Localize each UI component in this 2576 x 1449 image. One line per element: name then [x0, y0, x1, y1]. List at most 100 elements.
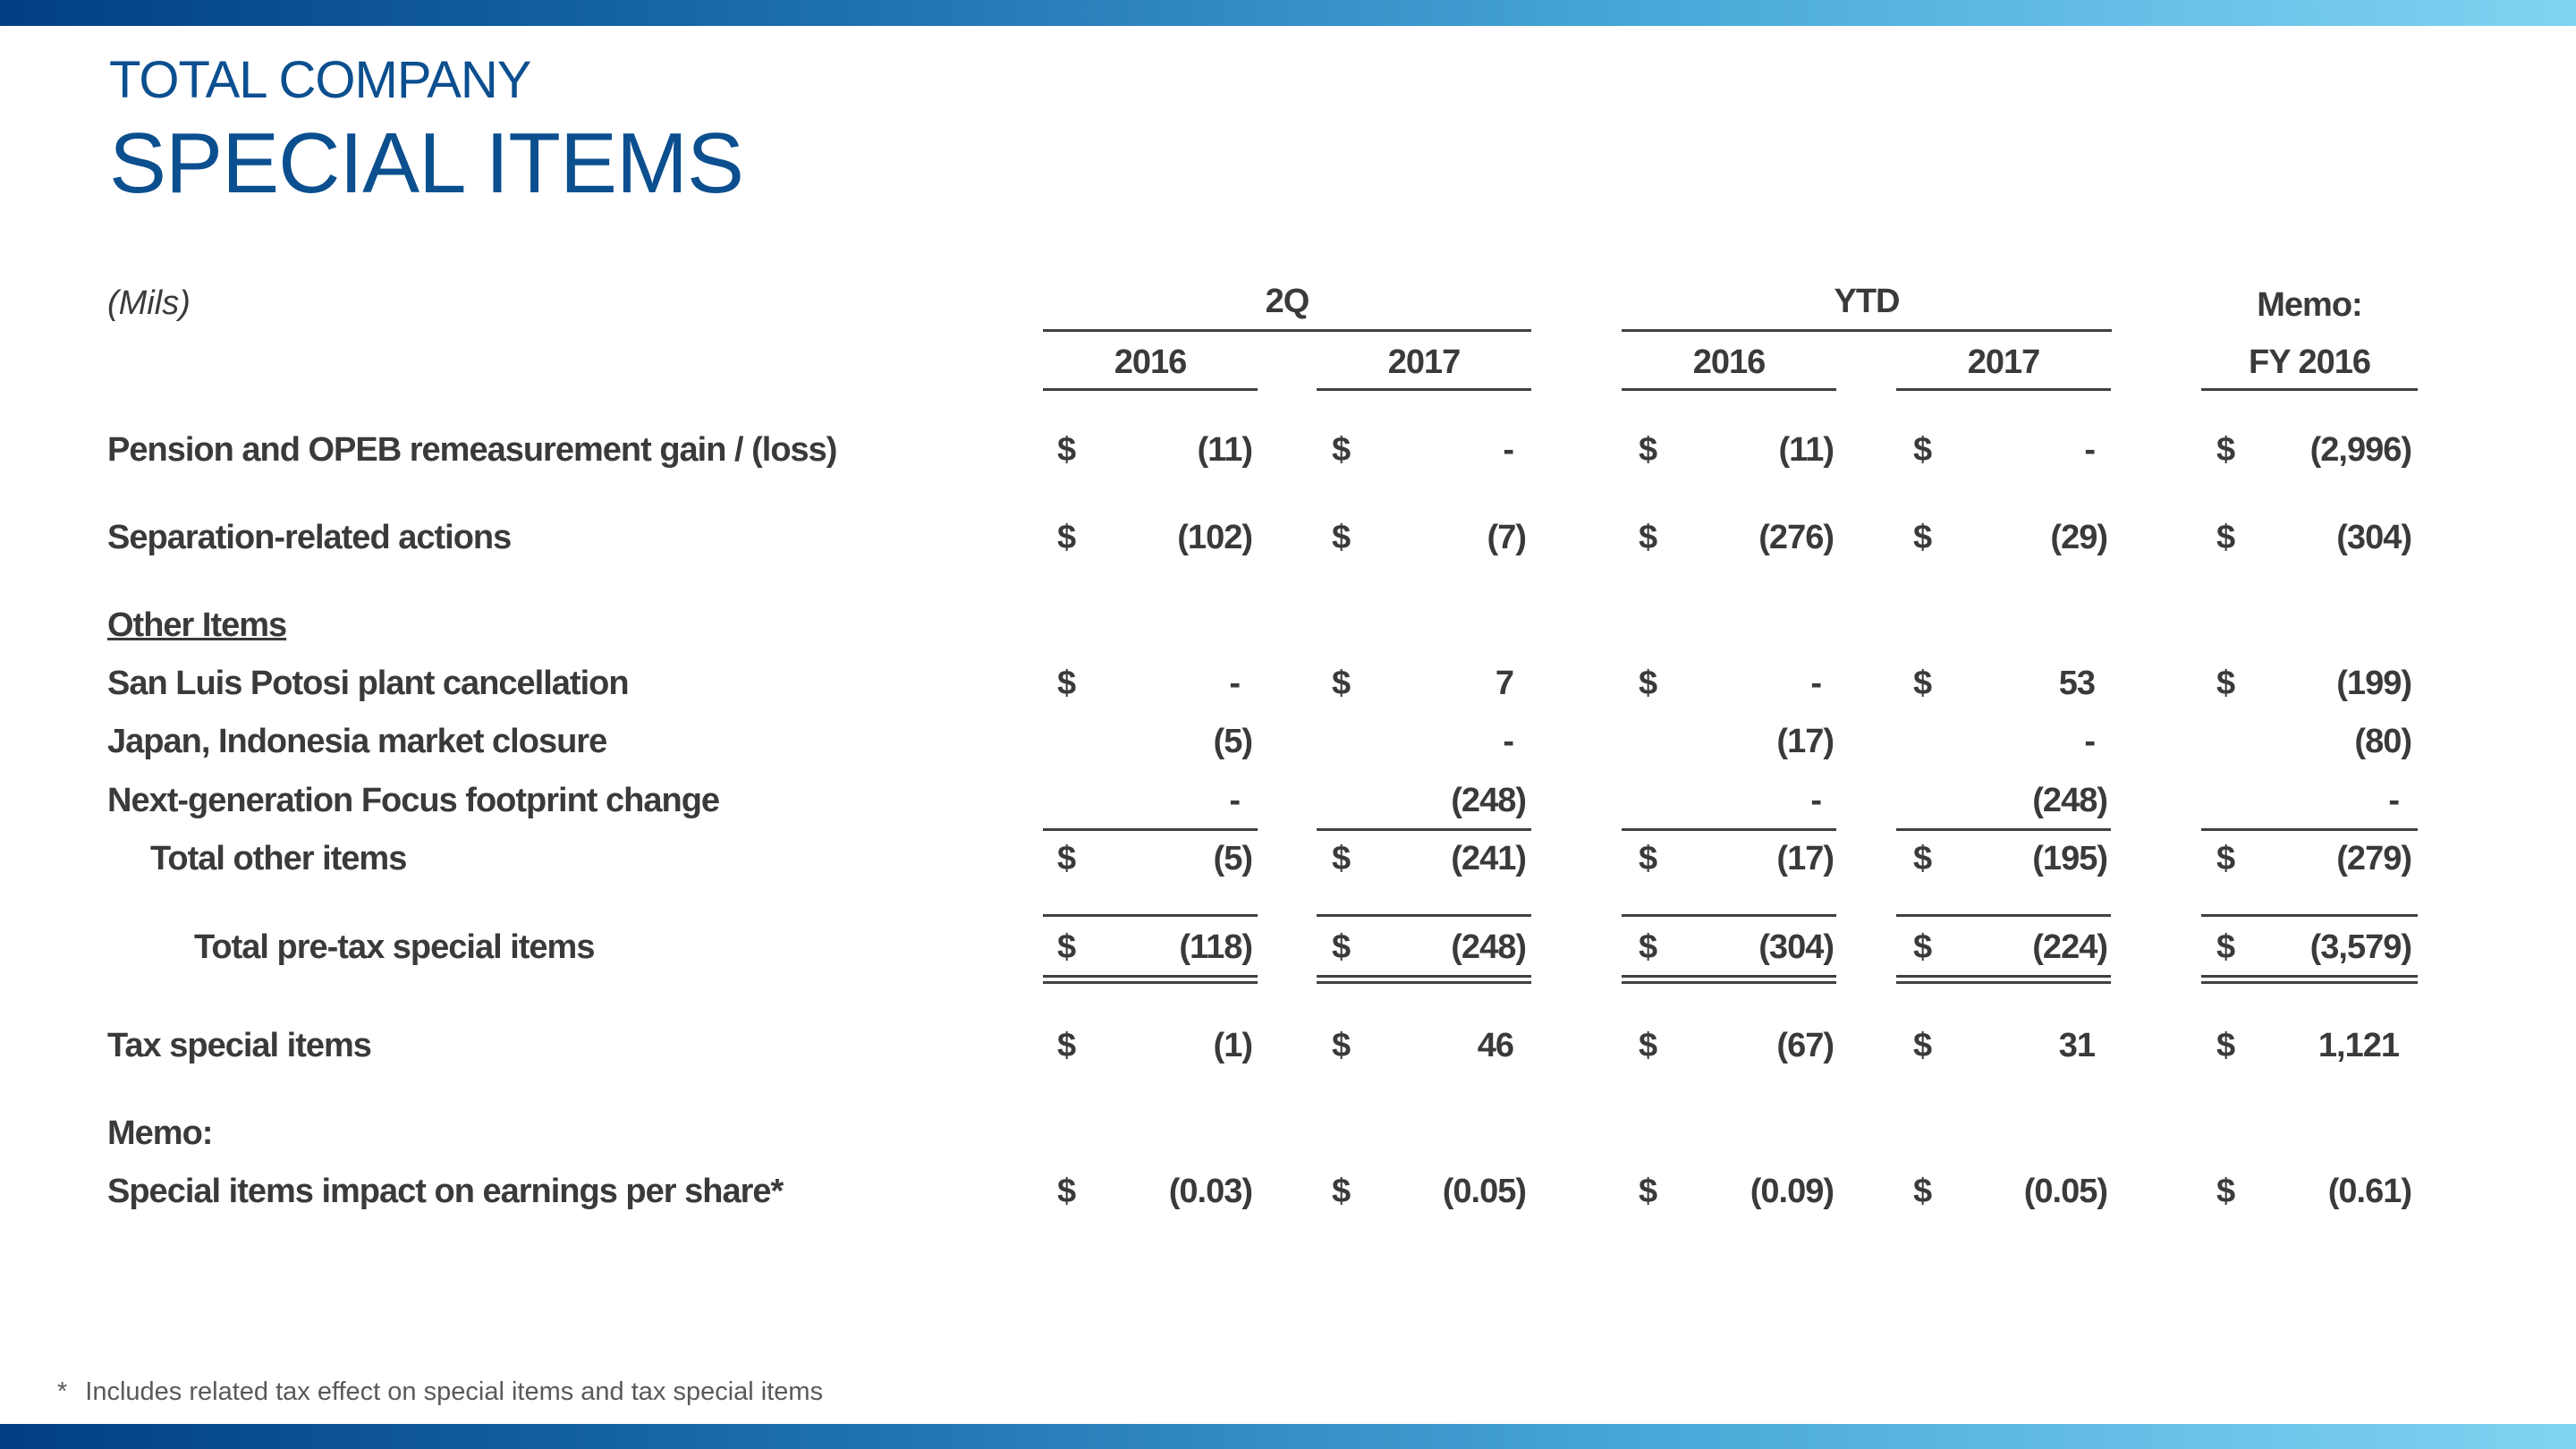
currency-symbol: $	[1639, 1027, 1658, 1064]
double-total-rule	[2201, 975, 2418, 984]
currency-symbol: $	[1057, 431, 1077, 469]
subtotal-rule	[1622, 828, 1836, 831]
currency-symbol: $	[1913, 665, 1933, 702]
table-cell: -	[1503, 723, 1514, 760]
currency-symbol: $	[1057, 519, 1077, 556]
table-cell: (102)	[1177, 519, 1253, 556]
footnote-text: Includes related tax effect on special i…	[85, 1377, 824, 1406]
currency-symbol: $	[1913, 519, 1933, 556]
table-cell: (241)	[1451, 840, 1527, 877]
currency-symbol: $	[1913, 928, 1933, 966]
table-cell: -	[1810, 665, 1822, 702]
table-cell: (11)	[1197, 431, 1253, 469]
table-cell: -	[2084, 723, 2096, 760]
subtotal-rule	[1043, 828, 1258, 831]
column-header: 2016	[1114, 343, 1188, 381]
row-label-tax-special-items: Tax special items	[107, 1027, 372, 1064]
table-cell: (118)	[1179, 928, 1253, 966]
currency-symbol: $	[1639, 665, 1658, 702]
currency-symbol: $	[1913, 1027, 1933, 1064]
group-header-memo: Memo:	[2257, 286, 2362, 324]
total-rule	[2201, 914, 2418, 917]
table-cell: (67)	[1776, 1027, 1835, 1064]
row-label-focus-footprint: Next-generation Focus footprint change	[107, 782, 720, 819]
currency-symbol: $	[1913, 1173, 1933, 1210]
table-cell: 31	[2058, 1027, 2096, 1064]
subtotal-rule	[2201, 828, 2418, 831]
table-cell: (5)	[1213, 723, 1253, 760]
table-cell: (0.05)	[2023, 1173, 2108, 1210]
table-cell: (2,996)	[2309, 431, 2412, 469]
table-cell: (248)	[1451, 782, 1527, 819]
table-cell: 53	[2058, 665, 2096, 702]
subtotal-rule	[1896, 828, 2111, 831]
column-header: 2017	[1387, 343, 1462, 381]
table-cell: (0.61)	[2327, 1173, 2412, 1210]
row-label-total-other-items: Total other items	[150, 840, 407, 877]
table-cell: (199)	[2336, 665, 2412, 702]
currency-symbol: $	[1639, 519, 1658, 556]
units-label: (Mils)	[107, 284, 191, 322]
group-underline-ytd	[1622, 329, 2112, 332]
table-cell: 7	[1495, 665, 1514, 702]
section-label-memo: Memo:	[107, 1114, 213, 1152]
column-underline	[1043, 388, 1258, 391]
currency-symbol: $	[2216, 928, 2236, 966]
currency-symbol: $	[1332, 431, 1352, 469]
table-cell: -	[2084, 431, 2096, 469]
currency-symbol: $	[1057, 665, 1077, 702]
column-header: 2016	[1692, 343, 1767, 381]
currency-symbol: $	[1639, 928, 1658, 966]
table-cell: (1)	[1213, 1027, 1253, 1064]
table-cell: (0.09)	[1750, 1173, 1835, 1210]
table-cell: (11)	[1778, 431, 1835, 469]
table-cell: -	[1229, 665, 1241, 702]
table-cell: 46	[1477, 1027, 1514, 1064]
table-cell: (80)	[2354, 723, 2412, 760]
row-label-pension: Pension and OPEB remeasurement gain / (l…	[107, 431, 837, 469]
currency-symbol: $	[2216, 519, 2236, 556]
total-rule	[1622, 914, 1836, 917]
currency-symbol: $	[1332, 665, 1352, 702]
group-header-2q: 2Q	[1265, 283, 1310, 320]
row-label-separation: Separation-related actions	[107, 519, 512, 556]
page-title: SPECIAL ITEMS	[109, 115, 744, 211]
table-cell: -	[1503, 431, 1514, 469]
table-cell: -	[2388, 782, 2400, 819]
table-cell: (5)	[1213, 840, 1253, 877]
group-header-ytd: YTD	[1834, 283, 1901, 320]
total-rule	[1317, 914, 1531, 917]
currency-symbol: $	[2216, 840, 2236, 877]
currency-symbol: $	[1913, 431, 1933, 469]
currency-symbol: $	[1639, 840, 1658, 877]
column-header: 2017	[1967, 343, 2041, 381]
table-cell: (304)	[1758, 928, 1835, 966]
table-cell: (248)	[2032, 782, 2108, 819]
table-cell: (0.03)	[1168, 1173, 1253, 1210]
table-cell: -	[1810, 782, 1822, 819]
currency-symbol: $	[1057, 840, 1077, 877]
currency-symbol: $	[1057, 928, 1077, 966]
section-label-other-items: Other Items	[107, 606, 287, 644]
double-total-rule	[1317, 975, 1531, 984]
table-cell: (195)	[2032, 840, 2108, 877]
currency-symbol: $	[1332, 519, 1352, 556]
total-rule	[1896, 914, 2111, 917]
row-label-san-luis-potosi: San Luis Potosi plant cancellation	[107, 665, 630, 702]
table-cell: (0.05)	[1442, 1173, 1527, 1210]
footnote: * Includes related tax effect on special …	[57, 1377, 823, 1407]
bottom-accent-bar	[0, 1424, 2576, 1449]
row-label-eps-impact: Special items impact on earnings per sha…	[107, 1173, 784, 1210]
currency-symbol: $	[2216, 665, 2236, 702]
currency-symbol: $	[2216, 1027, 2236, 1064]
table-cell: (304)	[2336, 519, 2412, 556]
table-cell: (29)	[2050, 519, 2108, 556]
double-total-rule	[1043, 975, 1258, 984]
column-header: FY 2016	[2249, 343, 2371, 381]
table-cell: (7)	[1487, 519, 1527, 556]
subtotal-rule	[1317, 828, 1531, 831]
total-rule	[1043, 914, 1258, 917]
table-cell: -	[1229, 782, 1241, 819]
footnote-marker: *	[57, 1377, 68, 1406]
column-underline	[2201, 388, 2418, 391]
